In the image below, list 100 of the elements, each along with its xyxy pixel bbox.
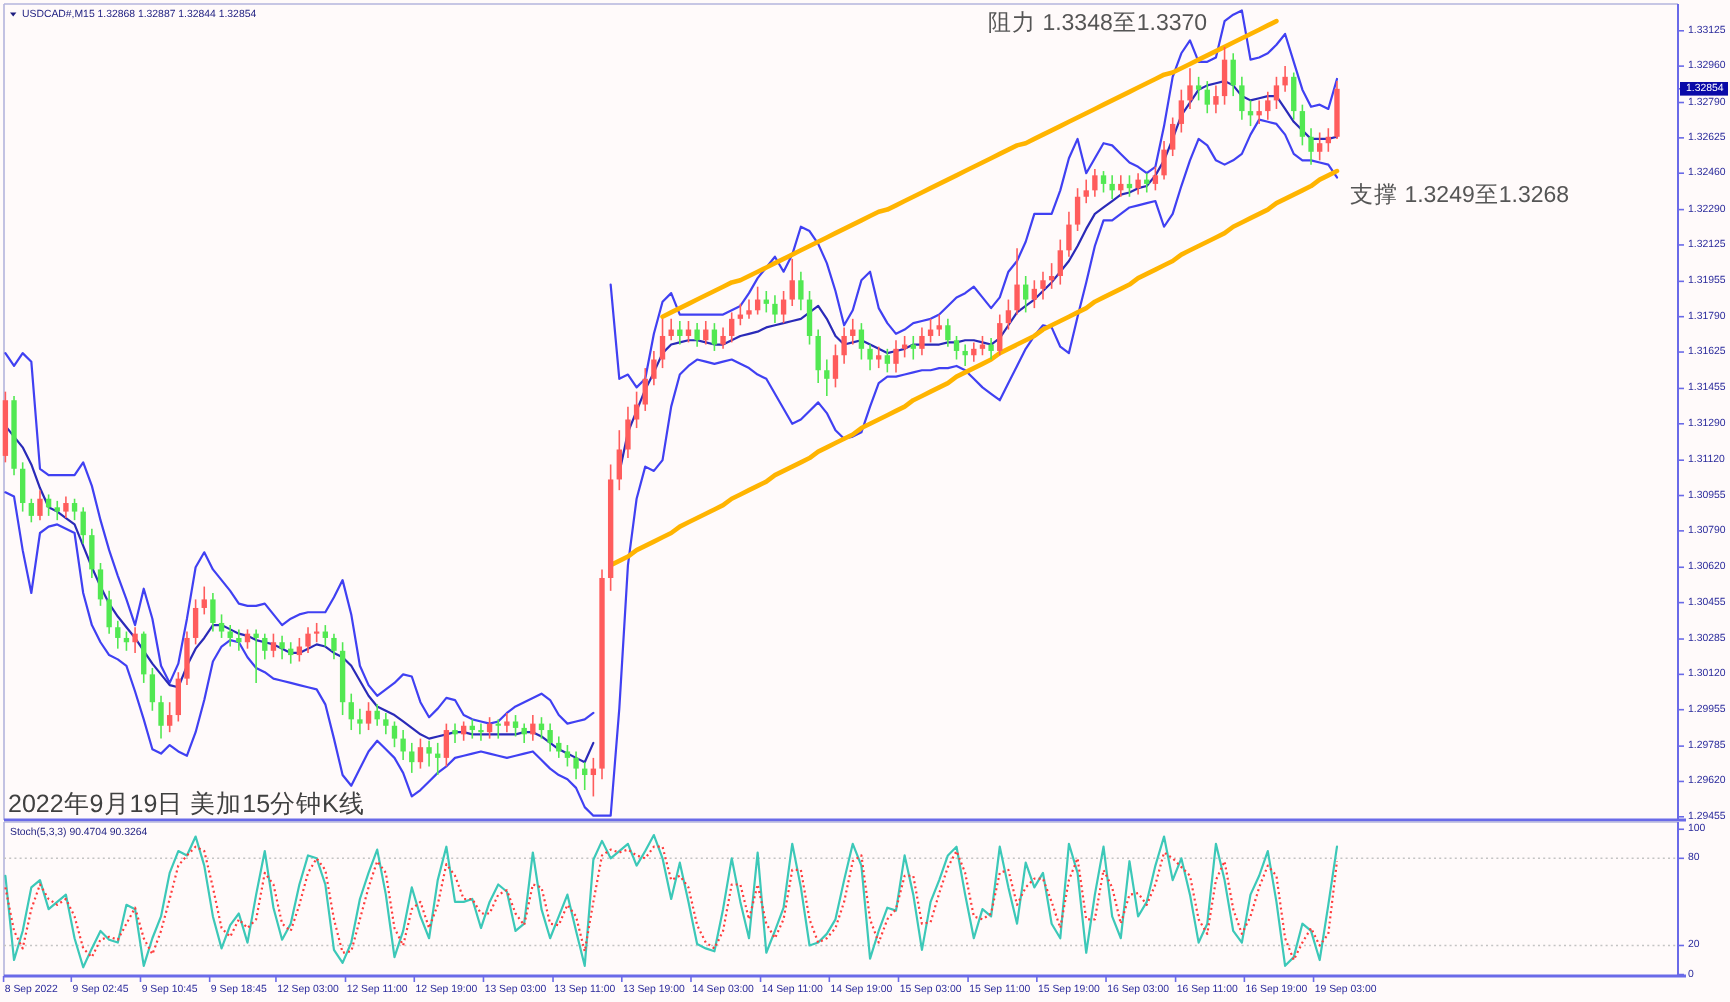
candlestick	[720, 326, 726, 350]
candlestick	[210, 592, 216, 633]
candlestick	[365, 701, 372, 731]
candlestick	[876, 345, 882, 369]
candlestick	[63, 495, 69, 519]
candlestick	[1152, 165, 1159, 192]
candlestick	[262, 632, 268, 661]
candlestick	[1273, 76, 1280, 110]
candlestick	[711, 322, 718, 352]
candlestick	[383, 712, 389, 736]
candlestick	[1057, 238, 1063, 286]
candlestick	[1161, 140, 1167, 181]
candlestick	[201, 585, 207, 616]
candlestick	[20, 461, 26, 513]
candlestick	[192, 598, 199, 646]
annotation: 阻力 1.3348至1.3370	[988, 10, 1208, 36]
candlestick	[1291, 71, 1297, 121]
candlestick	[824, 358, 830, 397]
candlestick	[1083, 178, 1089, 204]
candlestick	[331, 632, 337, 661]
candlestick	[573, 750, 579, 781]
candlestick	[37, 489, 43, 521]
candlestick	[89, 527, 95, 579]
candlestick	[80, 506, 86, 545]
candlestick	[141, 630, 147, 684]
candlestick	[625, 405, 631, 459]
candlestick	[357, 707, 363, 736]
candlestick	[54, 500, 60, 521]
candlestick	[305, 626, 311, 654]
candlestick	[1100, 170, 1107, 194]
candlestick	[1239, 76, 1245, 121]
candlestick	[772, 294, 778, 324]
candlestick	[218, 613, 225, 639]
candlestick	[391, 720, 398, 748]
candlestick	[832, 343, 839, 389]
candlestick	[815, 328, 821, 384]
candlestick	[1221, 46, 1228, 106]
candlestick	[746, 298, 752, 320]
candlestick	[184, 630, 190, 686]
candlestick	[1256, 99, 1262, 125]
annotation: 2022年9月19日 美加15分钟K线	[8, 788, 365, 818]
candlestick	[1031, 279, 1038, 309]
candlestick	[1204, 80, 1210, 115]
candlestick	[1317, 131, 1323, 162]
candlestick	[530, 714, 536, 742]
candlestick	[106, 590, 112, 635]
candlestick	[71, 497, 78, 521]
candlestick	[564, 744, 571, 768]
candlestick	[945, 318, 951, 348]
candlestick	[962, 343, 968, 367]
candlestick	[1092, 168, 1098, 198]
candlestick	[149, 667, 156, 712]
candlestick	[1230, 52, 1236, 97]
candlestick	[1040, 270, 1046, 301]
candlestick	[1005, 298, 1012, 331]
candlestick	[1014, 247, 1020, 316]
candlestick	[659, 318, 666, 369]
candlestick	[417, 737, 424, 770]
candlestick	[867, 343, 873, 372]
candlestick	[642, 367, 648, 412]
candlestick	[1308, 127, 1314, 166]
candlestick	[175, 671, 181, 723]
candlestick	[1178, 88, 1185, 134]
candlestick	[348, 692, 354, 731]
candlestick	[236, 628, 242, 652]
candlestick	[1135, 172, 1141, 196]
candlestick	[400, 729, 406, 761]
candlestick	[858, 322, 865, 361]
candlestick	[97, 562, 104, 607]
candlestick	[729, 311, 735, 344]
candlestick	[313, 622, 320, 644]
candlestick	[495, 718, 501, 740]
candlestick	[478, 722, 484, 742]
candlestick	[1187, 67, 1193, 110]
candlestick	[158, 694, 164, 740]
candlestick	[677, 320, 683, 346]
candlestick	[953, 335, 960, 361]
candlestick	[512, 714, 519, 738]
candlestick	[651, 350, 657, 387]
candlestick	[547, 722, 553, 753]
candlestick	[780, 290, 787, 324]
candlestick	[1213, 84, 1219, 115]
candlestick	[884, 348, 891, 374]
candlestick	[798, 270, 804, 312]
candlestick	[504, 712, 510, 733]
candlestick	[28, 497, 34, 524]
candlestick	[409, 742, 415, 774]
candlestick	[988, 337, 994, 361]
candlestick	[893, 339, 899, 374]
candlestick	[1265, 91, 1271, 121]
candlestick	[806, 290, 813, 346]
candlestick	[115, 620, 121, 650]
candlestick	[1074, 187, 1081, 232]
candlestick	[919, 326, 925, 357]
candlestick	[1109, 174, 1115, 200]
candlestick	[270, 632, 277, 659]
candlestick	[1282, 65, 1288, 93]
candlestick	[789, 258, 795, 307]
text: 支撑 1.3249至1.3268	[1350, 182, 1570, 208]
candlestick	[936, 313, 942, 337]
